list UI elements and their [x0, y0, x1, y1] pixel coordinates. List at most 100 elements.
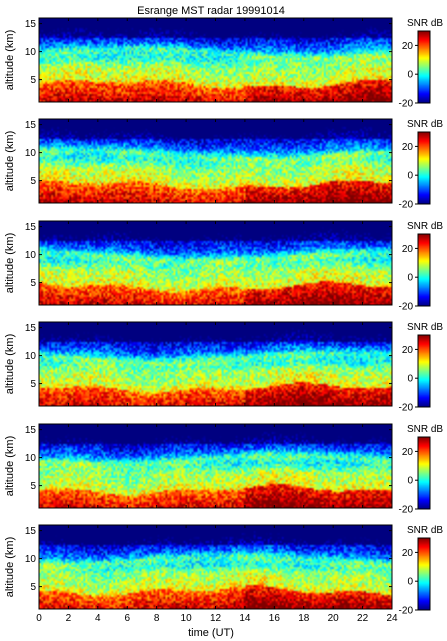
colorbar-seg-5-2: [418, 439, 430, 442]
colorbar-seg-4-1: [418, 336, 430, 338]
colorbar-seg-4-7: [418, 343, 430, 346]
colorbar-seg-5-15: [418, 455, 430, 457]
snr-heatmap-4: [39, 322, 392, 406]
colorbar-seg-4-34: [418, 375, 430, 378]
colorbar-seg-3-29: [418, 268, 430, 271]
colorbar-seg-1-5: [418, 37, 430, 39]
colorbar-seg-2-41: [418, 181, 430, 183]
colorbar-seg-1-32: [418, 69, 430, 72]
y-tick-label-1-2: 15: [25, 19, 37, 30]
colorbar-seg-1-24: [418, 59, 430, 62]
colorbar-seg-5-1: [418, 438, 430, 440]
colorbar-seg-4-45: [418, 389, 430, 391]
colorbar-seg-2-23: [418, 159, 430, 162]
colorbar-seg-5-18: [418, 458, 430, 461]
colorbar-seg-4-9: [418, 345, 430, 348]
colorbar-seg-4-18: [418, 356, 430, 359]
y-tick-label-6-1: 10: [25, 554, 37, 565]
colorbar-seg-1-23: [418, 58, 430, 61]
colorbar-seg-5-46: [418, 492, 430, 494]
colorbar-seg-4-36: [418, 378, 430, 380]
colorbar-seg-1-31: [418, 68, 430, 70]
colorbar-seg-5-0: [418, 437, 430, 439]
x-tick-label-2: 4: [95, 613, 101, 624]
colorbar-seg-4-26: [418, 366, 430, 368]
colorbar-seg-5-28: [418, 470, 430, 473]
snr-heatmap-1: [39, 18, 392, 102]
y-tick-label-2-1: 10: [25, 148, 37, 159]
colorbar-seg-1-11: [418, 44, 430, 46]
colorbar-seg-6-14: [418, 554, 430, 557]
colorbar-seg-3-25: [418, 264, 430, 266]
colorbar-seg-3-5: [418, 240, 430, 242]
colorbar-tick-label-2-0: -20: [399, 200, 414, 211]
colorbar-seg-3-23: [418, 261, 430, 264]
colorbar-seg-5-33: [418, 476, 430, 479]
colorbar-seg-3-51: [418, 295, 430, 297]
y-axis-label-4: altitude (km): [4, 334, 16, 395]
snr-heatmap-6: [39, 525, 392, 609]
colorbar-seg-5-53: [418, 500, 430, 503]
colorbar-seg-3-24: [418, 262, 430, 265]
colorbar-seg-6-46: [418, 593, 430, 595]
colorbar-seg-2-46: [418, 187, 430, 189]
colorbar-seg-6-54: [418, 602, 430, 605]
colorbar-seg-4-20: [418, 359, 430, 361]
colorbar-seg-4-16: [418, 354, 430, 356]
colorbar-seg-1-57: [418, 99, 430, 102]
colorbar-seg-5-32: [418, 475, 430, 478]
colorbar-seg-3-13: [418, 249, 430, 252]
colorbar-seg-3-38: [418, 279, 430, 282]
colorbar-seg-3-26: [418, 265, 430, 267]
colorbar-label-1: SNR dB: [407, 18, 443, 29]
colorbar-seg-3-10: [418, 246, 430, 248]
colorbar-seg-2-39: [418, 178, 430, 181]
colorbar-seg-3-48: [418, 291, 430, 294]
colorbar-seg-1-3: [418, 34, 430, 37]
colorbar-seg-6-30: [418, 574, 430, 576]
colorbar-seg-5-24: [418, 465, 430, 468]
colorbar-seg-6-31: [418, 575, 430, 577]
colorbar-tick-label-5-2: 20: [402, 447, 414, 458]
colorbar-seg-3-55: [418, 300, 430, 302]
colorbar-tick-label-6-2: 20: [402, 548, 414, 559]
colorbar-seg-5-39: [418, 483, 430, 486]
colorbar-seg-1-40: [418, 79, 430, 81]
colorbar-seg-5-20: [418, 461, 430, 463]
x-tick-label-7: 14: [239, 613, 251, 624]
colorbar-seg-4-29: [418, 369, 430, 372]
colorbar-seg-1-49: [418, 89, 430, 92]
colorbar-seg-5-21: [418, 462, 430, 464]
colorbar-seg-6-21: [418, 563, 430, 565]
colorbar-seg-1-39: [418, 77, 430, 80]
colorbar-seg-2-28: [418, 165, 430, 168]
colorbar-seg-4-46: [418, 390, 430, 392]
colorbar-seg-3-47: [418, 290, 430, 293]
colorbar-seg-5-38: [418, 482, 430, 485]
y-tick-label-2-2: 15: [25, 120, 37, 131]
colorbar-frame-3: [417, 233, 431, 307]
colorbar-seg-4-42: [418, 385, 430, 388]
colorbar-seg-6-41: [418, 587, 430, 589]
y-tick-label-4-1: 10: [25, 351, 37, 362]
y-tick-label-5-0: 5: [30, 481, 36, 492]
colorbar-frame-6: [417, 537, 431, 611]
colorbar-seg-1-51: [418, 92, 430, 94]
colorbar-seg-6-45: [418, 592, 430, 594]
colorbar-seg-2-38: [418, 177, 430, 180]
colorbar-seg-1-50: [418, 91, 430, 93]
colorbar-seg-5-35: [418, 479, 430, 481]
colorbar-seg-1-22: [418, 57, 430, 60]
colorbar-seg-4-47: [418, 391, 430, 394]
colorbar-seg-3-45: [418, 288, 430, 290]
colorbar-seg-4-24: [418, 363, 430, 366]
colorbar-seg-1-54: [418, 95, 430, 98]
colorbar-seg-3-56: [418, 301, 430, 303]
colorbar-seg-4-12: [418, 349, 430, 352]
colorbar-seg-6-8: [418, 547, 430, 550]
colorbar-seg-3-42: [418, 284, 430, 287]
colorbar-seg-5-51: [418, 498, 430, 500]
colorbar-seg-4-27: [418, 367, 430, 370]
colorbar-seg-4-0: [418, 335, 430, 337]
colorbar-seg-5-25: [418, 467, 430, 469]
